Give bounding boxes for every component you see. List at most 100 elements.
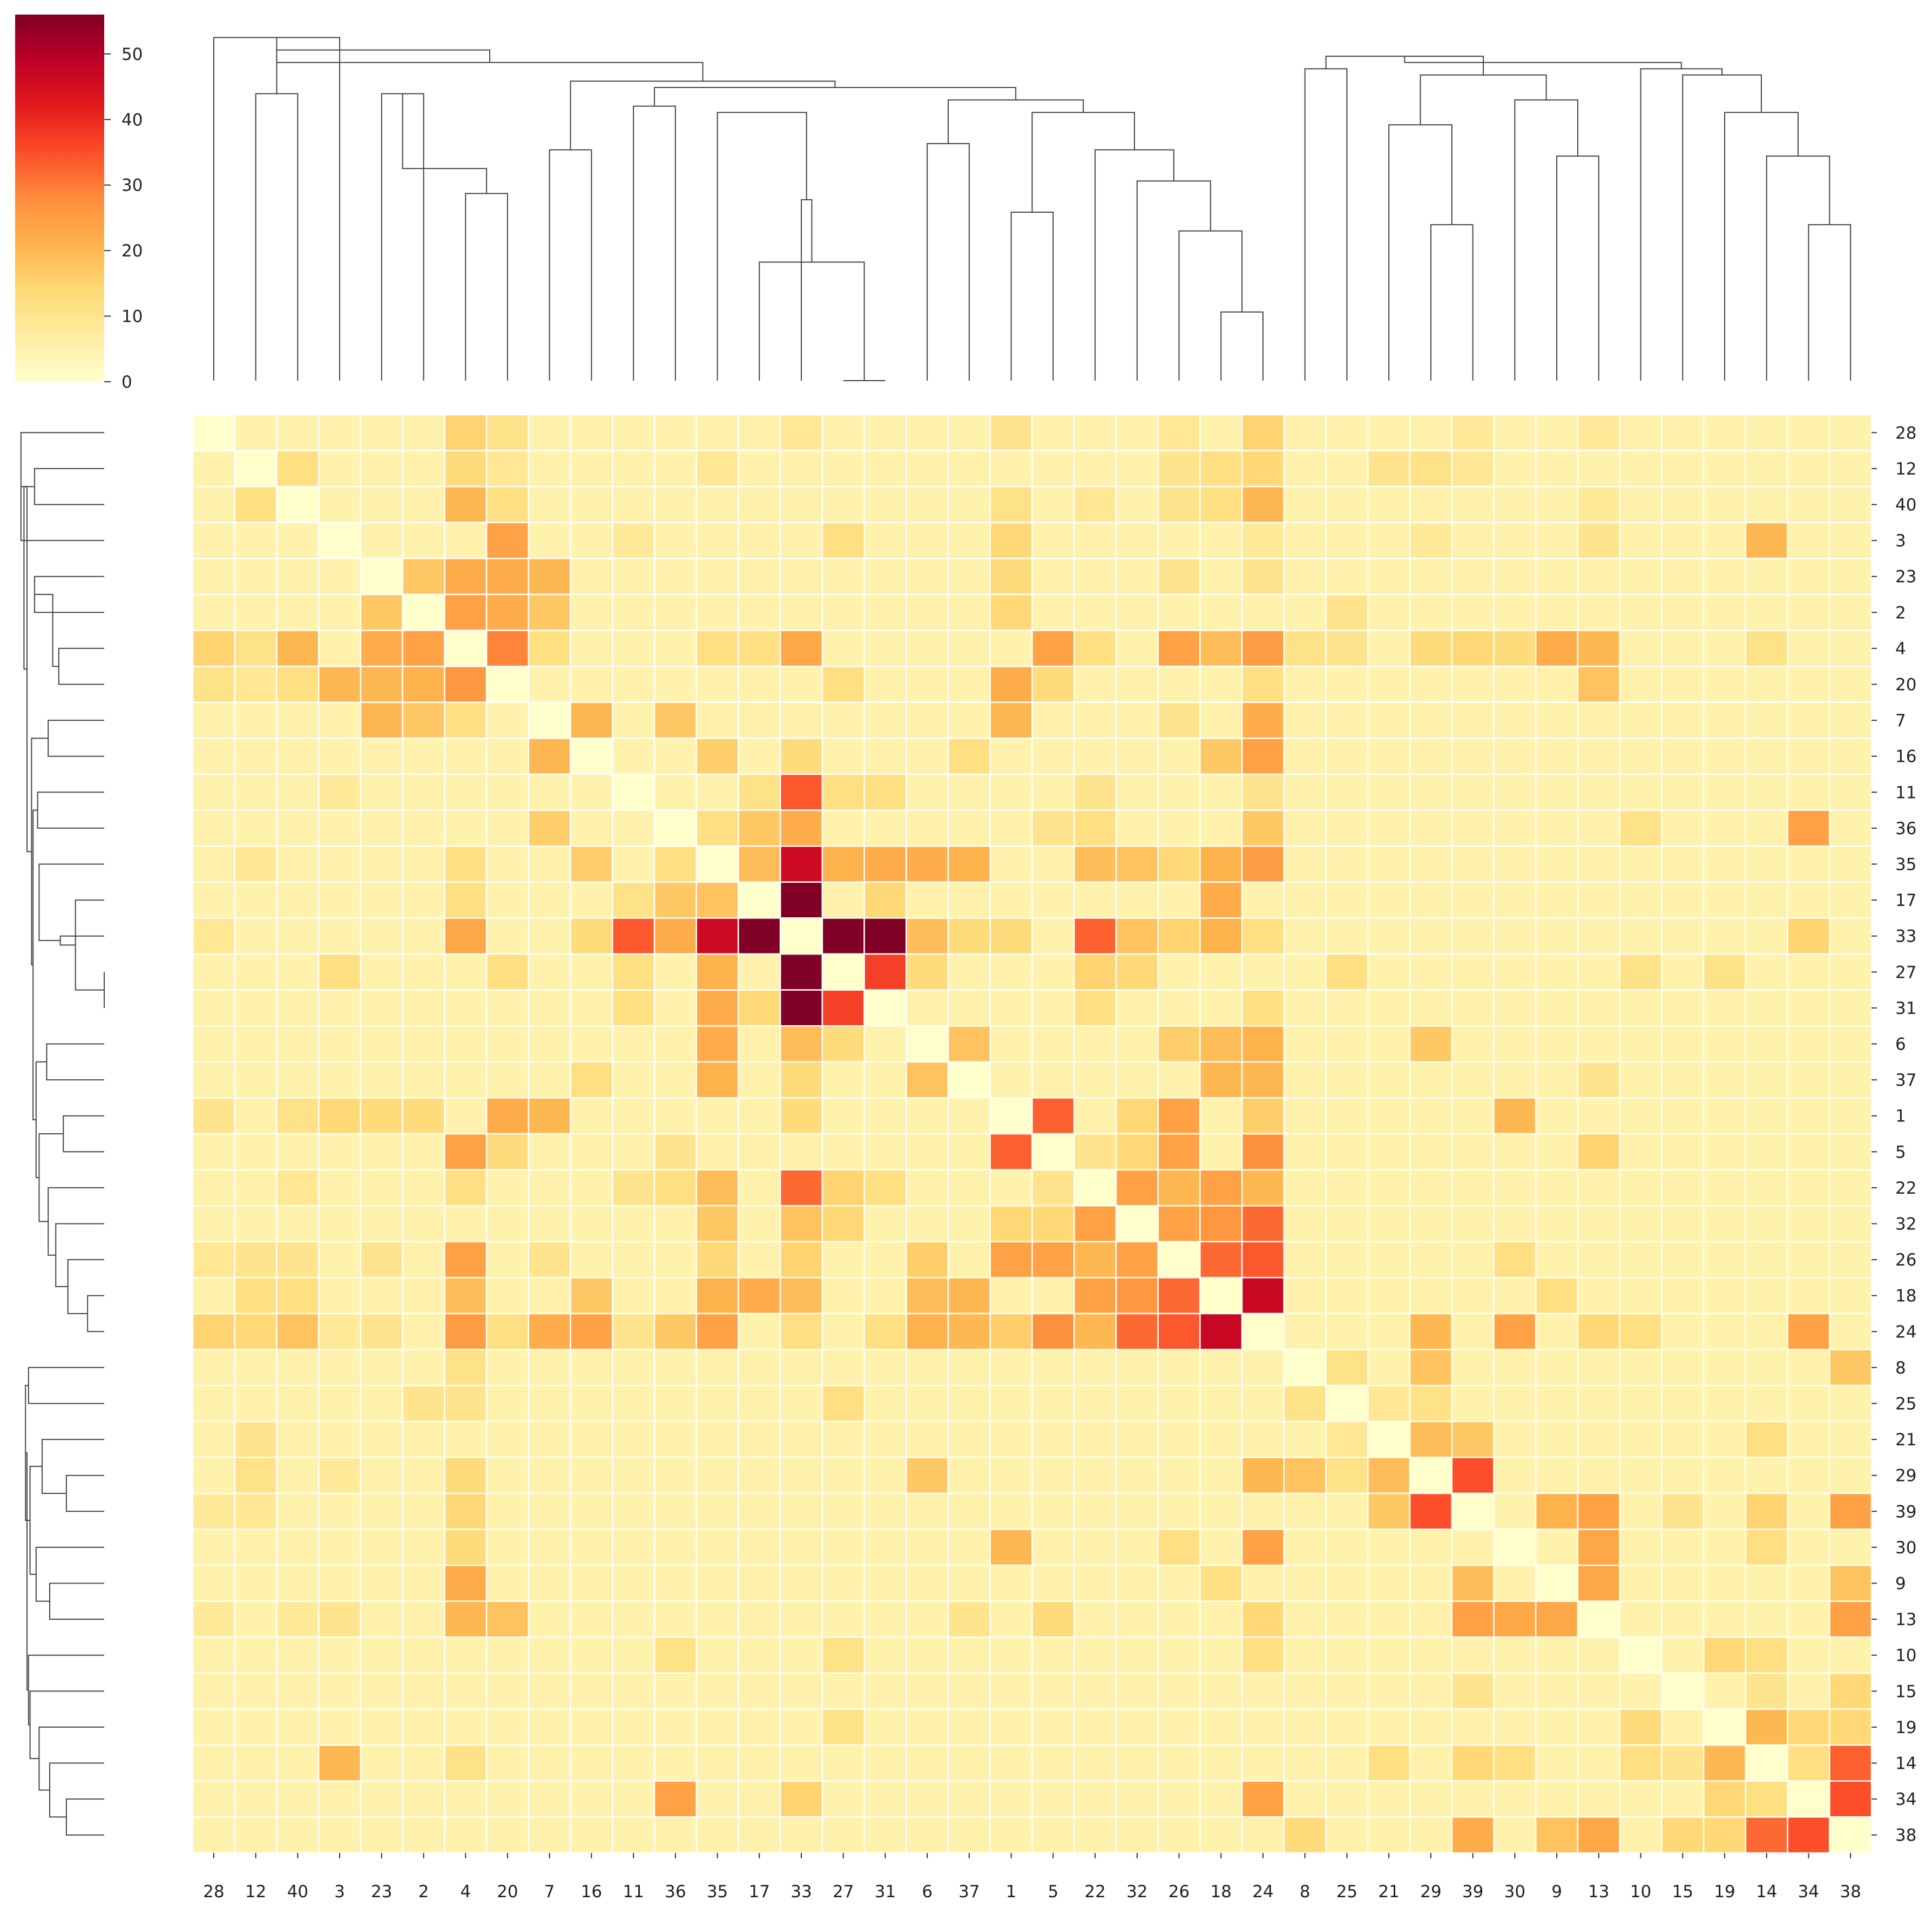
heatmap-cell-9-32 xyxy=(1115,1564,1159,1602)
heatmap-cell-21-33 xyxy=(779,1420,823,1458)
heatmap-cell-19-21 xyxy=(1367,1708,1411,1746)
heatmap-cell-28-20 xyxy=(485,414,530,451)
heatmap-cell-15-10 xyxy=(1619,1672,1663,1710)
heatmap-cell-39-5 xyxy=(1031,1492,1075,1530)
heatmap-cell-1-8 xyxy=(1283,1097,1327,1135)
row-dendrogram-link xyxy=(55,1223,104,1288)
heatmap-cell-26-35 xyxy=(695,1241,739,1278)
heatmap-cell-31-28 xyxy=(192,989,235,1027)
heatmap-cell-8-2 xyxy=(402,1349,445,1386)
heatmap-cell-8-36 xyxy=(653,1349,697,1386)
heatmap-cell-27-35 xyxy=(695,953,739,991)
heatmap-cell-8-39 xyxy=(1451,1349,1495,1386)
column-dendrogram-link xyxy=(1388,124,1453,381)
heatmap-cell-15-15 xyxy=(1661,1672,1705,1710)
heatmap-cell-30-23 xyxy=(360,1528,403,1566)
heatmap-cell-26-39 xyxy=(1451,1241,1495,1278)
heatmap-cell-6-27 xyxy=(821,1025,865,1063)
heatmap-cell-12-15 xyxy=(1661,450,1705,488)
heatmap-cell-26-22 xyxy=(1073,1241,1117,1278)
heatmap-cell-5-11 xyxy=(612,1133,656,1171)
heatmap-cell-15-4 xyxy=(444,1672,488,1710)
heatmap-cell-6-37 xyxy=(947,1025,991,1063)
heatmap-cell-16-38 xyxy=(1829,738,1873,775)
heatmap-cell-3-12 xyxy=(234,522,278,559)
heatmap-cell-28-5 xyxy=(1031,414,1075,451)
heatmap-cell-33-7 xyxy=(528,917,571,955)
heatmap-cell-16-35 xyxy=(695,738,739,775)
heatmap-cell-37-24 xyxy=(1241,1061,1285,1099)
heatmap-cell-24-29 xyxy=(1409,1313,1453,1350)
x-tick-label: 2 xyxy=(418,1882,429,1902)
heatmap-cell-26-37 xyxy=(947,1241,991,1278)
heatmap-cell-40-37 xyxy=(947,485,991,524)
heatmap-cell-2-6 xyxy=(906,593,949,631)
heatmap-cell-12-22 xyxy=(1073,450,1117,488)
heatmap-cell-30-7 xyxy=(528,1528,571,1566)
heatmap-cell-10-31 xyxy=(863,1636,907,1674)
heatmap-cell-33-26 xyxy=(1157,917,1201,955)
row-dendrogram-link xyxy=(48,720,104,757)
heatmap-cell-37-39 xyxy=(1451,1061,1495,1099)
heatmap-cell-33-22 xyxy=(1073,917,1117,955)
heatmap-cell-35-40 xyxy=(276,845,320,883)
heatmap-cell-14-21 xyxy=(1367,1744,1411,1782)
heatmap-cell-21-1 xyxy=(989,1420,1033,1458)
heatmap-cell-32-30 xyxy=(1493,1205,1537,1243)
y-tick-label: 27 xyxy=(1895,963,1916,982)
heatmap-cell-22-29 xyxy=(1409,1169,1453,1207)
heatmap-cell-3-3 xyxy=(318,522,362,559)
y-tick-label: 11 xyxy=(1895,783,1916,802)
heatmap-cell-14-22 xyxy=(1073,1744,1117,1782)
heatmap-cell-7-19 xyxy=(1703,701,1747,739)
heatmap-cell-2-26 xyxy=(1157,593,1201,631)
heatmap-cell-24-26 xyxy=(1157,1313,1201,1350)
heatmap-cell-9-33 xyxy=(779,1564,823,1602)
heatmap-cell-1-31 xyxy=(863,1097,907,1135)
heatmap-cell-29-23 xyxy=(360,1457,403,1494)
heatmap-cell-33-39 xyxy=(1451,917,1495,955)
heatmap-cell-30-13 xyxy=(1577,1528,1620,1566)
heatmap-cell-29-38 xyxy=(1829,1457,1873,1494)
heatmap-cell-27-19 xyxy=(1703,953,1747,991)
heatmap-cell-25-14 xyxy=(1745,1384,1788,1423)
heatmap-cell-23-21 xyxy=(1367,558,1411,596)
colorbar-tick-label: 0 xyxy=(121,373,132,392)
heatmap-cell-6-30 xyxy=(1493,1025,1537,1063)
heatmap-cell-35-36 xyxy=(653,845,697,883)
heatmap-cell-17-23 xyxy=(360,881,403,919)
heatmap-cell-37-28 xyxy=(192,1061,235,1099)
row-dendrogram-link xyxy=(35,1546,104,1602)
heatmap-cell-11-7 xyxy=(528,773,571,811)
row-dendrogram-link xyxy=(59,935,104,946)
heatmap-cell-7-33 xyxy=(779,701,823,739)
heatmap-cell-6-33 xyxy=(779,1025,823,1063)
heatmap-cell-20-17 xyxy=(738,665,781,703)
heatmap-cell-13-35 xyxy=(695,1600,739,1638)
heatmap-cell-27-3 xyxy=(318,953,362,991)
heatmap-cell-39-14 xyxy=(1745,1492,1788,1530)
heatmap-cell-5-14 xyxy=(1745,1133,1788,1171)
heatmap-cell-35-18 xyxy=(1199,845,1243,883)
heatmap-cell-21-36 xyxy=(653,1420,697,1458)
heatmap-cell-11-27 xyxy=(821,773,865,811)
heatmap-cell-20-26 xyxy=(1157,665,1201,703)
heatmap-cell-15-2 xyxy=(402,1672,445,1710)
heatmap-cell-8-29 xyxy=(1409,1349,1453,1386)
heatmap-cell-25-9 xyxy=(1535,1384,1579,1423)
heatmap-cell-23-18 xyxy=(1199,558,1243,596)
heatmap-cell-35-33 xyxy=(779,845,823,883)
heatmap-cell-22-39 xyxy=(1451,1169,1495,1207)
heatmap-cell-18-18 xyxy=(1199,1277,1243,1315)
heatmap-cell-8-15 xyxy=(1661,1349,1705,1386)
heatmap-cell-35-14 xyxy=(1745,845,1788,883)
heatmap-cell-27-27 xyxy=(821,953,865,991)
heatmap-cell-22-16 xyxy=(570,1169,613,1207)
heatmap-cell-16-20 xyxy=(485,738,530,775)
heatmap-cell-21-20 xyxy=(485,1420,530,1458)
heatmap-cell-27-32 xyxy=(1115,953,1159,991)
heatmap-cell-31-27 xyxy=(821,989,865,1027)
column-dendrogram-link xyxy=(717,112,807,381)
heatmap-cell-3-15 xyxy=(1661,522,1705,559)
heatmap-cell-40-6 xyxy=(906,485,949,524)
